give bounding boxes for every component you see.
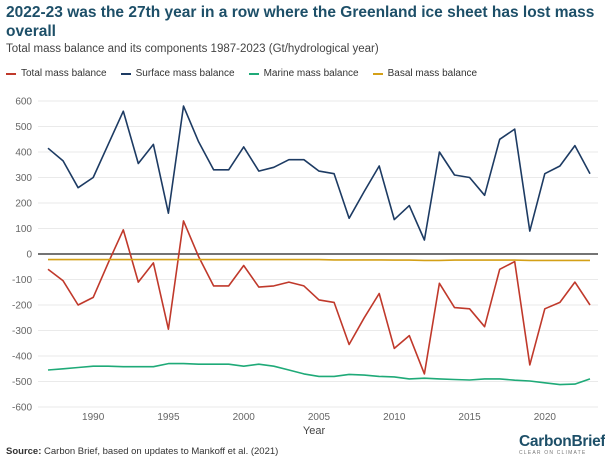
y-tick-labels: 600 500 400 300 200 100 0 -100 -200 -300 -400 -500 -… xyxy=(12,97,32,414)
source-text: Carbon Brief, based on updates to Mankof… xyxy=(41,446,279,457)
legend-swatch-surface xyxy=(120,72,131,75)
x-tick-label: 1995 xyxy=(157,412,180,423)
series-lines xyxy=(47,105,591,386)
legend-label-basal: Basal mass balance xyxy=(387,68,478,79)
logo-main-text: CarbonBrief xyxy=(519,433,605,450)
legend-swatch-total xyxy=(6,72,16,75)
y-tick-label: 200 xyxy=(15,199,32,210)
y-tick-label: 500 xyxy=(15,122,32,133)
source-note: Source: Carbon Brief, based on updates t… xyxy=(6,446,278,457)
y-tick-label: 400 xyxy=(15,148,32,159)
series-line-basal xyxy=(48,258,590,262)
y-tick-label: 100 xyxy=(15,224,32,235)
x-tick-label: 2010 xyxy=(383,412,406,423)
legend-label-surface: Surface mass balance xyxy=(135,68,235,79)
y-tick-label: 0 xyxy=(26,250,32,261)
legend-swatch-basal xyxy=(372,72,383,75)
x-tick-labels: 1990 1995 2000 2005 2010 2015 2020 xyxy=(82,412,556,423)
x-tick-label: 2020 xyxy=(534,412,557,423)
series-line-marine xyxy=(47,362,591,386)
y-tick-label: -100 xyxy=(12,275,32,286)
legend-label-marine: Marine mass balance xyxy=(263,68,359,79)
carbon-brief-logo: CarbonBrief CLEAR ON CLIMATE xyxy=(519,433,605,465)
chart-subtitle: Total mass balance and its components 19… xyxy=(6,43,379,55)
x-tick-label: 2005 xyxy=(308,412,331,423)
x-tick-label: 1990 xyxy=(82,412,105,423)
y-tick-label: 600 xyxy=(15,97,32,108)
source-label: Source: xyxy=(6,446,42,457)
legend: Total mass balance Surface mass balance … xyxy=(6,68,491,79)
x-tick-label: 2000 xyxy=(233,412,256,423)
y-tick-label: -200 xyxy=(12,301,32,312)
legend-swatch-marine xyxy=(248,72,259,75)
legend-item-total: Total mass balance xyxy=(6,68,107,79)
legend-label-total: Total mass balance xyxy=(21,68,107,79)
y-tick-label: -500 xyxy=(12,377,32,388)
x-axis-label: Year xyxy=(303,425,326,437)
y-tick-label: -600 xyxy=(12,403,32,414)
series-line-surface xyxy=(47,105,591,241)
y-tick-label: -300 xyxy=(12,326,32,337)
grid-lines xyxy=(38,100,598,408)
legend-item-surface: Surface mass balance xyxy=(120,68,235,79)
legend-item-marine: Marine mass balance xyxy=(248,68,359,79)
series-line-total xyxy=(47,220,591,375)
logo-tagline: CLEAR ON CLIMATE xyxy=(519,450,587,456)
x-tick-label: 2015 xyxy=(458,412,481,423)
legend-item-basal: Basal mass balance xyxy=(372,68,478,79)
y-tick-label: -400 xyxy=(12,352,32,363)
y-tick-label: 300 xyxy=(15,173,32,184)
chart-title: 2022-23 was the 27th year in a row where… xyxy=(6,4,595,40)
